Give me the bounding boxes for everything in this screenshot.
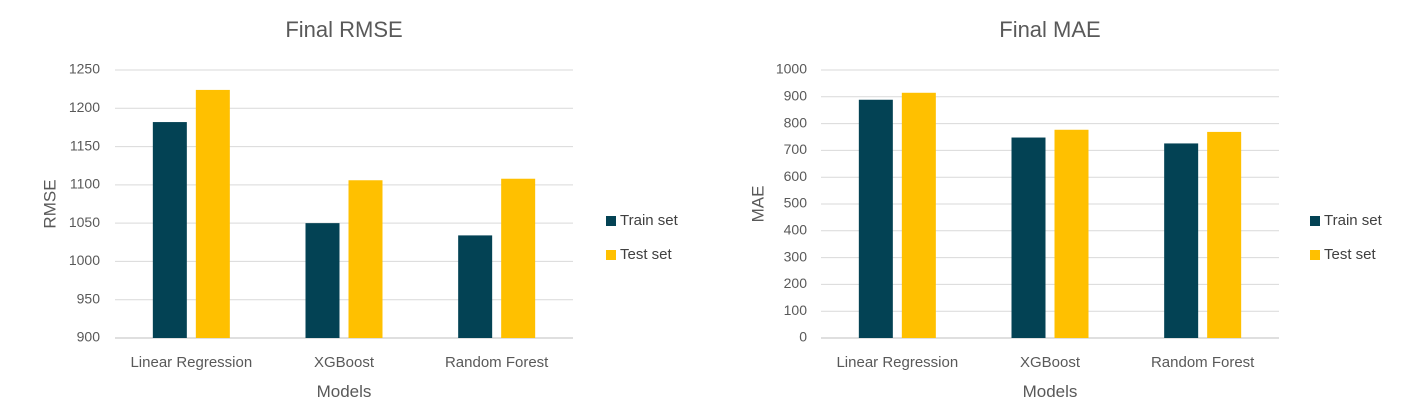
chart-title: Final RMSE (285, 17, 402, 42)
y-tick-label: 100 (784, 302, 808, 318)
bar-train (305, 223, 340, 338)
y-tick-label: 600 (784, 168, 808, 184)
y-axis-title: RMSE (40, 179, 59, 228)
y-tick-label: 400 (784, 222, 808, 238)
mae-chart: Final MAE MAE Models 0 100 200 300 400 500 600… (748, 17, 1382, 401)
legend-swatch (1310, 216, 1320, 226)
legend: Train set Test set (606, 212, 679, 263)
x-tick-label: XGBoost (314, 354, 375, 371)
bar-test (901, 92, 936, 338)
legend-label: Test set (620, 246, 673, 263)
x-axis-title: Models (1023, 382, 1078, 401)
legend-label: Train set (1324, 212, 1383, 229)
y-tick-labels: 900 950 1000 1050 1100 1150 1200 1250 (69, 61, 100, 345)
bar-train (152, 122, 187, 338)
y-tick-label: 1000 (776, 61, 807, 77)
y-tick-label: 800 (784, 114, 808, 130)
legend-swatch (606, 250, 616, 260)
legend-label: Train set (620, 212, 679, 229)
y-tick-label: 900 (784, 88, 808, 104)
y-axis-title: MAE (748, 186, 767, 223)
x-tick-label: Random Forest (445, 354, 549, 371)
x-tick-label: Linear Regression (836, 354, 958, 371)
y-tick-label: 200 (784, 275, 808, 291)
y-tick-label: 900 (77, 329, 101, 345)
bar-train (858, 99, 893, 338)
y-tick-label: 500 (784, 195, 808, 211)
y-tick-label: 700 (784, 141, 808, 157)
bar-test (1207, 131, 1242, 338)
y-tick-label: 1200 (69, 99, 100, 115)
y-tick-label: 1150 (70, 137, 100, 153)
y-tick-label: 950 (77, 290, 101, 306)
y-tick-labels: 0 100 200 300 400 500 600 700 800 900 1000 (776, 61, 807, 345)
bars (152, 89, 536, 338)
legend-swatch (1310, 250, 1320, 260)
bars (858, 92, 1242, 338)
y-tick-label: 300 (784, 248, 808, 264)
rmse-chart: Final RMSE RMSE Models 900 950 1000 1050 110… (40, 17, 678, 401)
legend: Train set Test set (1310, 212, 1383, 263)
x-tick-label: Random Forest (1151, 354, 1255, 371)
bar-train (1164, 143, 1199, 338)
y-tick-label: 1100 (70, 176, 100, 192)
x-tick-label: XGBoost (1020, 354, 1081, 371)
bar-train (458, 235, 493, 338)
grid-lines (821, 69, 1279, 339)
category-labels: Linear Regression XGBoost Random Forest (130, 354, 549, 371)
y-tick-label: 0 (799, 329, 807, 345)
x-tick-label: Linear Regression (130, 354, 252, 371)
x-axis-title: Models (317, 382, 372, 401)
legend-swatch (606, 216, 616, 226)
bar-test (1054, 129, 1089, 338)
legend-label: Test set (1324, 246, 1377, 263)
bar-train (1011, 137, 1046, 338)
bar-test (348, 180, 383, 338)
chart-title: Final MAE (999, 17, 1100, 42)
bar-test (501, 178, 536, 338)
category-labels: Linear Regression XGBoost Random Forest (836, 354, 1255, 371)
y-tick-label: 1000 (69, 252, 100, 268)
bar-test (195, 89, 230, 338)
y-tick-label: 1250 (69, 61, 100, 77)
grid-lines (115, 69, 573, 339)
y-tick-label: 1050 (69, 214, 100, 230)
